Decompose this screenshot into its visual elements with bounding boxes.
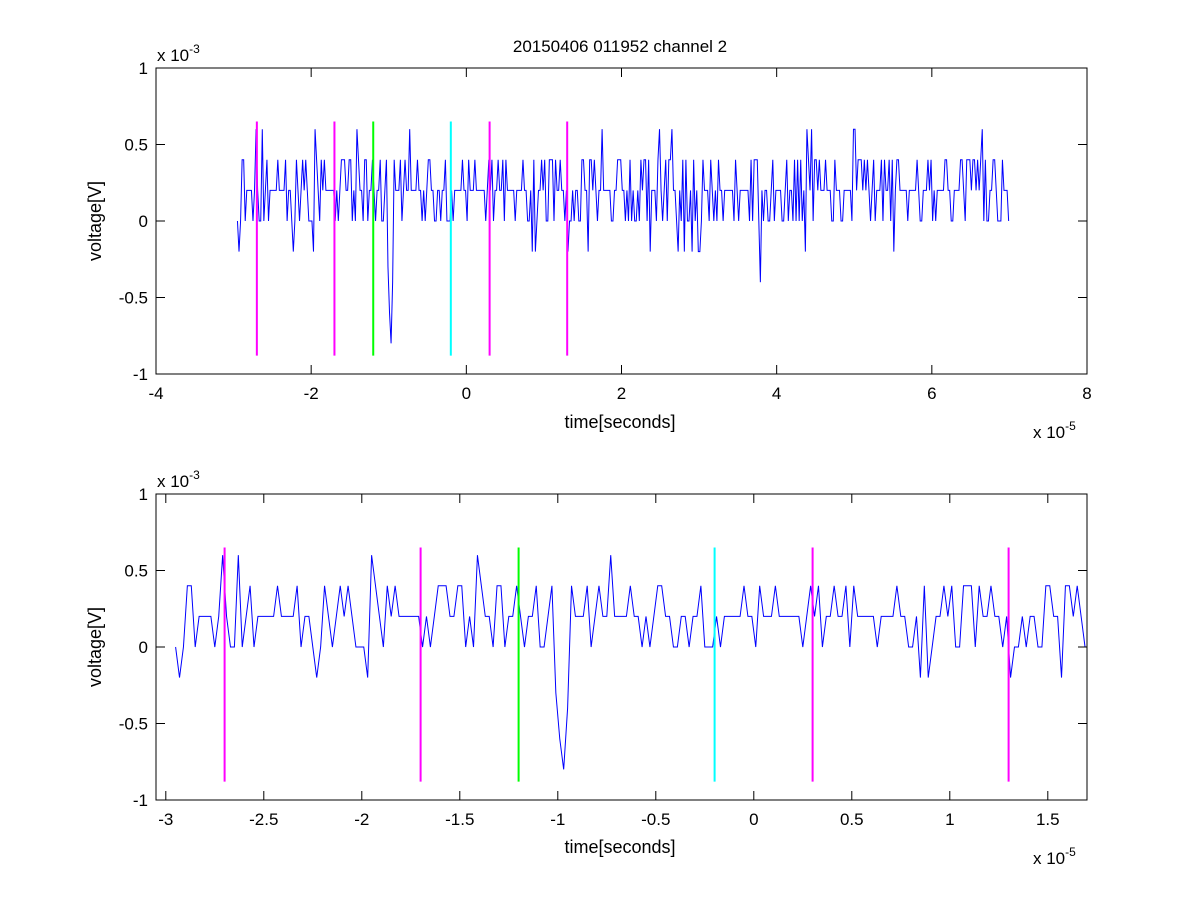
series-1 — [236, 128, 1010, 344]
y-tick-label: -0.5 — [119, 289, 148, 308]
markers-1 — [255, 121, 569, 356]
y-tick-label: -1 — [133, 365, 148, 384]
y-exponent-power-1: -3 — [189, 42, 200, 56]
signal-trace — [175, 555, 1086, 770]
x-tick-label: -2 — [354, 810, 369, 829]
x-tick-label: -1.5 — [445, 810, 474, 829]
x-axis-label-1: time[seconds] — [564, 412, 675, 432]
x-tick-label: -3 — [158, 810, 173, 829]
y-tick-label: 0 — [139, 212, 148, 231]
x-tick-label: -4 — [148, 384, 163, 403]
x-axis-label-2: time[seconds] — [564, 837, 675, 857]
x-tick-label: 4 — [772, 384, 781, 403]
y-axis-label-2: voltage[V] — [85, 607, 105, 687]
x-tick-label: -2.5 — [249, 810, 278, 829]
ticks-2: -3 -2.5 -2 -1.5 -1 -0.5 0 0.5 1 1.5 -1 -0.5 0 0.5 1 — [119, 485, 1087, 829]
y-tick-label: 0.5 — [124, 562, 148, 581]
y-tick-label: 1 — [139, 59, 148, 78]
x-tick-label: 0 — [462, 384, 471, 403]
y-tick-label: 0 — [139, 638, 148, 657]
x-tick-label: -1 — [550, 810, 565, 829]
y-tick-label: 1 — [139, 485, 148, 504]
x-tick-label: 2 — [617, 384, 626, 403]
x-tick-label: -0.5 — [641, 810, 670, 829]
x-tick-label: -2 — [304, 384, 319, 403]
y-exponent-power-2: -3 — [189, 468, 200, 482]
x-exponent-2: x 10-5 — [1033, 845, 1076, 868]
y-exponent-base-1: x 10 — [157, 46, 189, 65]
axes-frame-1 — [155, 67, 1088, 375]
x-exponent-power-2: -5 — [1065, 845, 1076, 859]
subplot-2: -3 -2.5 -2 -1.5 -1 -0.5 0 0.5 1 1.5 -1 -0.5 0 0.5 1 x … — [85, 468, 1088, 868]
series-2 — [175, 555, 1086, 770]
y-exponent-base-2: x 10 — [157, 472, 189, 491]
signal-trace — [236, 128, 1010, 344]
y-exponent-1: x 10-3 — [157, 42, 200, 65]
y-tick-label: -0.5 — [119, 715, 148, 734]
x-tick-label: 6 — [927, 384, 936, 403]
x-tick-label: 8 — [1082, 384, 1091, 403]
x-exponent-power-1: -5 — [1065, 419, 1076, 433]
subplot-1: -4 -2 0 2 4 6 8-1-0.500.51 x 10-3 x 10-5 time[… — [85, 42, 1092, 442]
ticks-1: -4 -2 0 2 4 6 8 -1 -0.5 0 0.5 1 — [119, 59, 1092, 403]
y-exponent-2: x 10-3 — [157, 468, 200, 491]
y-axis-label-1: voltage[V] — [85, 181, 105, 261]
x-exponent-1: x 10-5 — [1033, 419, 1076, 442]
figure-title: 20150406 011952 channel 2 — [513, 37, 727, 56]
axes-frame-2 — [155, 493, 1088, 801]
y-tick-label: 0.5 — [124, 136, 148, 155]
x-tick-label: 1 — [945, 810, 954, 829]
x-exponent-base-1: x 10 — [1033, 423, 1065, 442]
x-tick-label: 0 — [749, 810, 758, 829]
x-exponent-base-2: x 10 — [1033, 849, 1065, 868]
y-tick-label: -1 — [133, 791, 148, 810]
x-tick-label: 1.5 — [1036, 810, 1060, 829]
x-tick-label: 0.5 — [840, 810, 864, 829]
markers-2 — [223, 547, 1010, 782]
